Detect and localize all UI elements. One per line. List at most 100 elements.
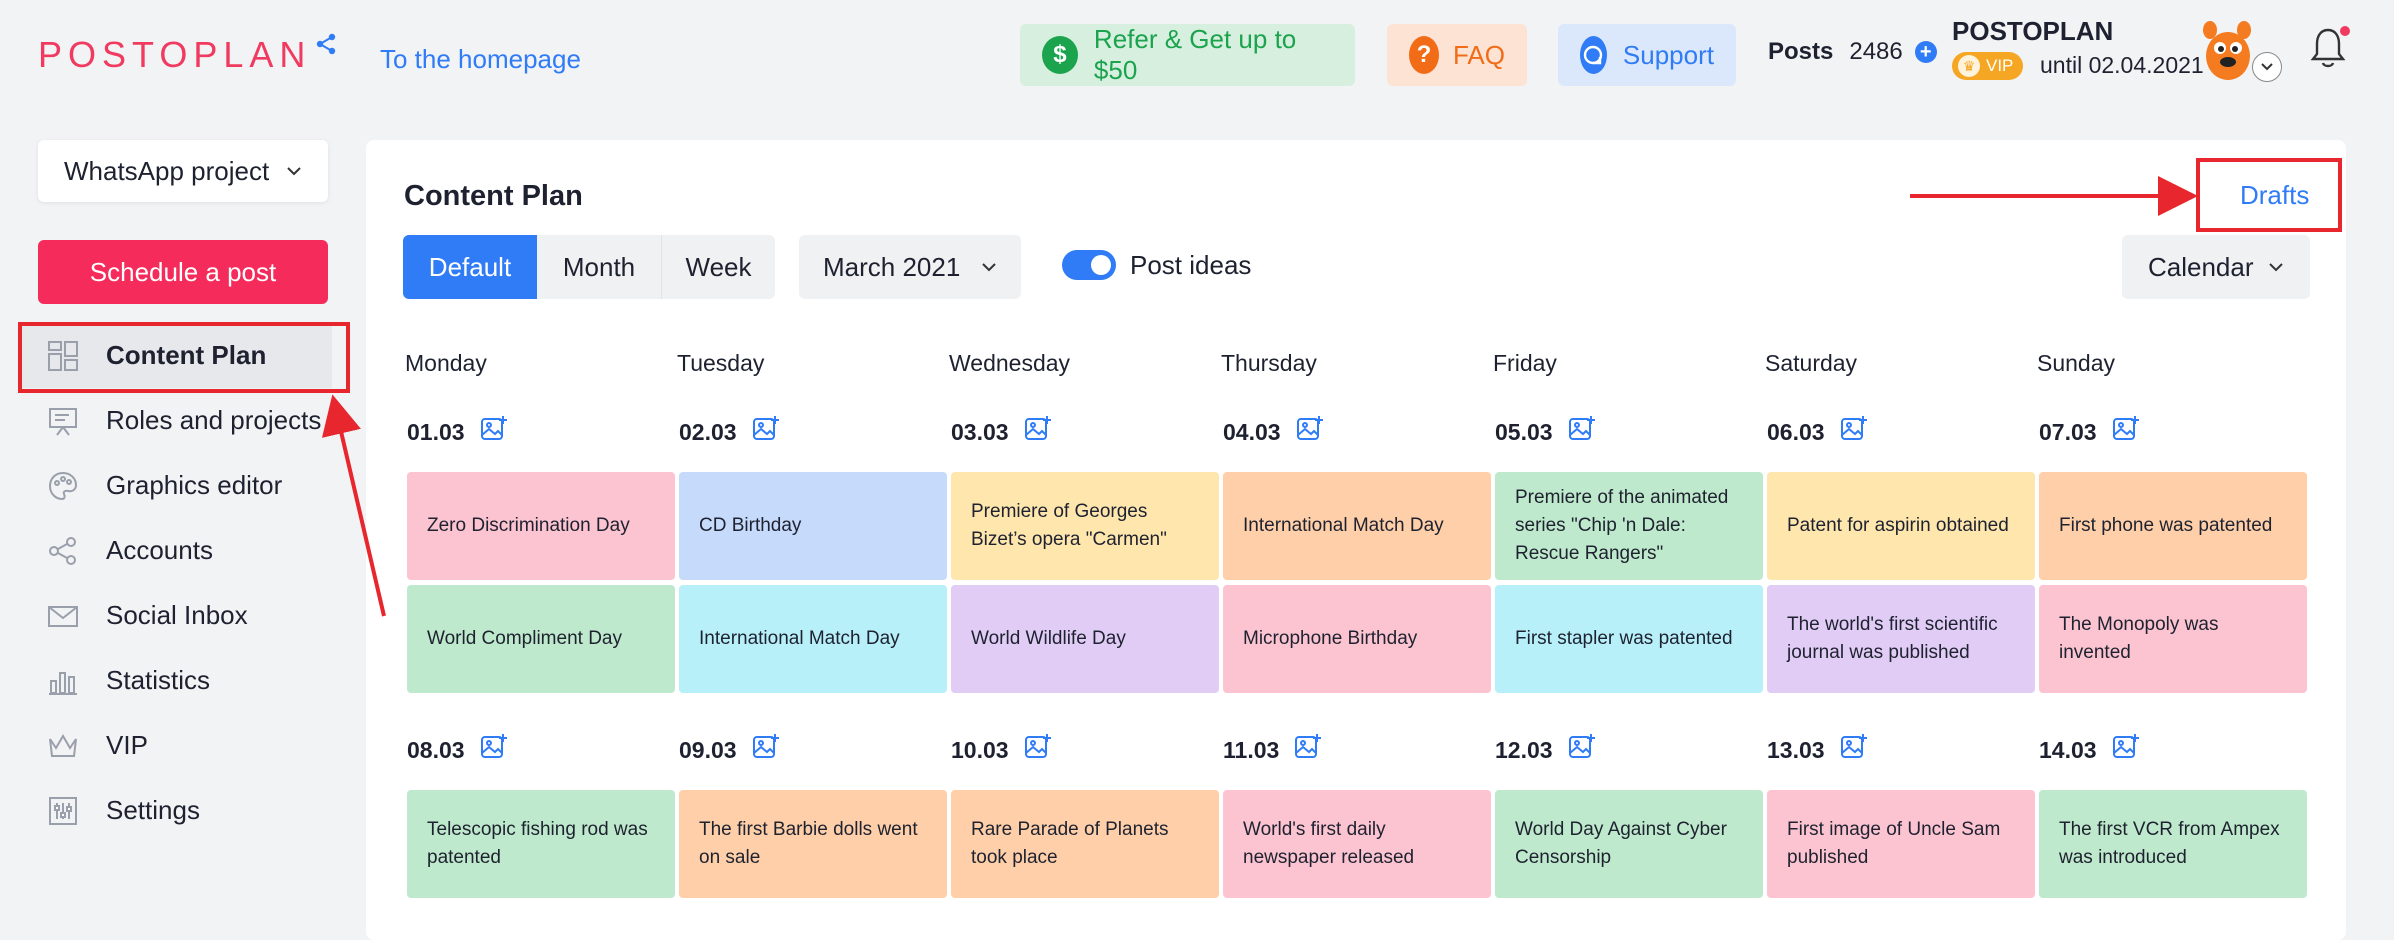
view-week-tab[interactable]: Week	[685, 251, 752, 282]
event-card[interactable]: World Day Against Cyber Censorship	[1495, 790, 1763, 898]
event-card[interactable]: The Monopoly was invented	[2039, 585, 2307, 693]
day-header-wednesday: Wednesday	[949, 350, 1071, 376]
month-value: March 2021	[823, 251, 961, 282]
crown-icon	[46, 729, 80, 763]
event-card[interactable]: Rare Parade of Planets took place	[951, 790, 1219, 898]
add-image-icon[interactable]	[1567, 732, 1597, 768]
add-image-icon[interactable]	[1293, 732, 1323, 768]
post-ideas-toggle[interactable]	[1062, 250, 1116, 280]
sidebar-item-social-inbox[interactable]: Social Inbox	[22, 583, 332, 648]
event-card[interactable]: Patent for aspirin obtained	[1767, 472, 2035, 580]
date-cell: 01.03	[407, 412, 509, 452]
account-menu-chevron-icon[interactable]	[2252, 52, 2282, 82]
date-label: 12.03	[1495, 736, 1553, 763]
refer-label: Refer & Get up to $50	[1093, 24, 1297, 85]
date-cell: 05.03	[1495, 412, 1597, 452]
view-switcher: Default Month Week	[403, 235, 775, 299]
sidebar-item-label: Roles and projects	[106, 405, 322, 435]
add-image-icon[interactable]	[1023, 414, 1053, 450]
add-image-icon[interactable]	[479, 414, 509, 450]
date-cell: 03.03	[951, 412, 1053, 452]
month-selector[interactable]: March 2021	[799, 235, 1021, 299]
sidebar-item-label: Content Plan	[106, 340, 267, 370]
date-cell: 06.03	[1767, 412, 1869, 452]
bell-icon[interactable]	[2310, 26, 2346, 70]
post-ideas-label: Post ideas	[1130, 250, 1252, 280]
event-card[interactable]: World Compliment Day	[407, 585, 675, 693]
day-header-friday: Friday	[1493, 350, 1557, 376]
share-icon	[317, 33, 336, 55]
event-card[interactable]: The first VCR from Ampex was introduced	[2039, 790, 2307, 898]
view-month-tab[interactable]: Month	[537, 235, 662, 299]
add-image-icon[interactable]	[1295, 414, 1325, 450]
date-cell: 02.03	[679, 412, 781, 452]
date-label: 11.03	[1223, 736, 1280, 763]
view-default-tab[interactable]: Default	[403, 235, 537, 299]
chevron-down-icon	[2269, 263, 2283, 272]
event-card[interactable]: Premiere of the animated series "Chip 'n…	[1495, 472, 1763, 580]
date-cell: 14.03	[2039, 730, 2141, 770]
add-image-icon[interactable]	[2111, 732, 2141, 768]
sidebar-item-label: Accounts	[106, 535, 213, 565]
event-card[interactable]: Telescopic fishing rod was patented	[407, 790, 675, 898]
sidebar-item-roles[interactable]: Roles and projects	[22, 388, 332, 453]
notification-dot	[2340, 26, 2350, 36]
refer-button[interactable]: $ Refer & Get up to $50	[1020, 24, 1355, 86]
event-card[interactable]: Zero Discrimination Day	[407, 472, 675, 580]
presentation-icon	[46, 404, 80, 438]
event-card[interactable]: International Match Day	[679, 585, 947, 693]
annotation-box-drafts	[2196, 158, 2342, 232]
sidebar-item-graphics[interactable]: Graphics editor	[22, 453, 332, 518]
event-card[interactable]: First image of Uncle Sam published	[1767, 790, 2035, 898]
event-card[interactable]: International Match Day	[1223, 472, 1491, 580]
avatar[interactable]	[2200, 18, 2256, 82]
dollar-icon: $	[1042, 36, 1078, 74]
postoplan-logo[interactable]: POSTOPLAN	[38, 30, 337, 80]
sidebar-item-vip[interactable]: VIP	[22, 713, 332, 778]
annotation-box-content-plan	[18, 322, 350, 393]
add-image-icon[interactable]	[1839, 414, 1869, 450]
sidebar-item-statistics[interactable]: Statistics	[22, 648, 332, 713]
schedule-post-button[interactable]: Schedule a post	[38, 240, 328, 304]
date-label: 05.03	[1495, 418, 1553, 445]
event-card[interactable]: Premiere of Georges Bizet’s opera "Carme…	[951, 472, 1219, 580]
add-image-icon[interactable]	[479, 732, 509, 768]
date-label: 04.03	[1223, 418, 1281, 445]
crown-icon: ♛	[1958, 55, 1980, 77]
event-card[interactable]: The first Barbie dolls went on sale	[679, 790, 947, 898]
date-label: 03.03	[951, 418, 1009, 445]
support-button[interactable]: Support	[1558, 24, 1736, 86]
grid-icon	[46, 339, 80, 373]
add-image-icon[interactable]	[751, 414, 781, 450]
date-cell: 07.03	[2039, 412, 2141, 452]
event-card[interactable]: World's first daily newspaper released	[1223, 790, 1491, 898]
add-posts-icon[interactable]: +	[1914, 41, 1937, 63]
add-image-icon[interactable]	[2111, 414, 2141, 450]
date-label: 01.03	[407, 418, 465, 445]
event-card[interactable]: First phone was patented	[2039, 472, 2307, 580]
bar-chart-icon	[46, 664, 80, 698]
share-icon	[46, 534, 80, 568]
logo-text: POSTOPLAN	[38, 34, 312, 75]
day-header-monday: Monday	[405, 350, 487, 376]
sidebar-item-content-plan[interactable]: Content Plan	[22, 323, 332, 388]
posts-label: Posts	[1768, 38, 1834, 65]
faq-button[interactable]: ? FAQ	[1387, 24, 1527, 86]
add-image-icon[interactable]	[1567, 414, 1597, 450]
chevron-down-icon	[287, 167, 301, 176]
event-card[interactable]: Microphone Birthday	[1223, 585, 1491, 693]
sidebar-item-settings[interactable]: Settings	[22, 778, 332, 843]
event-card[interactable]: The world's first scientific journal was…	[1767, 585, 2035, 693]
project-selector[interactable]: WhatsApp project	[38, 140, 328, 202]
add-image-icon[interactable]	[751, 732, 781, 768]
sidebar-item-accounts[interactable]: Accounts	[22, 518, 332, 583]
add-image-icon[interactable]	[1023, 732, 1053, 768]
calendar-selector[interactable]: Calendar	[2122, 235, 2310, 299]
drafts-link[interactable]: Drafts	[2240, 180, 2310, 210]
event-card[interactable]: CD Birthday	[679, 472, 947, 580]
add-image-icon[interactable]	[1839, 732, 1869, 768]
sidebar-item-label: Settings	[106, 795, 200, 825]
homepage-link[interactable]: To the homepage	[380, 44, 581, 74]
event-card[interactable]: World Wildlife Day	[951, 585, 1219, 693]
event-card[interactable]: First stapler was patented	[1495, 585, 1763, 693]
